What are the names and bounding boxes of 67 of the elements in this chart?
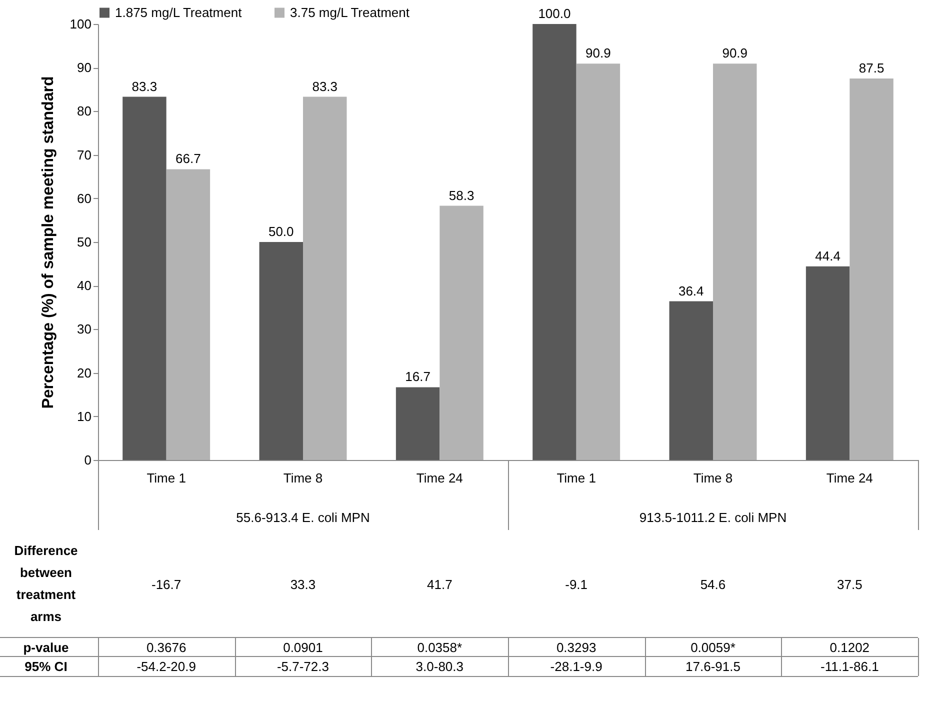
y-tick-label: 90 (77, 60, 92, 76)
y-tick-label: 40 (77, 278, 92, 294)
text: 0.0059* (690, 639, 736, 657)
y-tick-label: 30 (77, 322, 92, 337)
x-tick-label: Time 8 (693, 470, 733, 486)
text: 37.5 (836, 576, 864, 594)
y-tick-label: 0 (84, 452, 92, 468)
text: -16.7 (150, 576, 182, 594)
text: 913.5-1011.2 E. coli MPN (638, 510, 788, 525)
text: 0.0358* (416, 639, 464, 657)
bar (532, 24, 576, 460)
text: -28.1-9.9 (549, 658, 604, 676)
bar (850, 78, 894, 460)
text: -54.2-20.9 (136, 658, 197, 676)
text: Difference between treatment arms (13, 542, 79, 626)
bar (166, 169, 210, 460)
text: 33.3 (289, 576, 317, 594)
text: 0.3676 (145, 639, 188, 657)
bar (440, 206, 484, 460)
data-label: 83.3 (312, 78, 338, 94)
text: -5.7-72.3 (276, 658, 330, 676)
text: -11.1-86.1 (820, 658, 880, 676)
bar (259, 242, 303, 460)
y-axis-title: Percentage (%) of sample meeting standard (40, 76, 57, 409)
bar (396, 387, 440, 460)
text: p-value (22, 638, 70, 657)
data-label: 66.7 (176, 151, 201, 166)
y-tick-label: 100 (70, 16, 92, 32)
y-tick-label: 10 (77, 408, 92, 424)
y-tick-label: 80 (77, 104, 92, 119)
text: 0.1202 (828, 639, 871, 657)
data-label: 16.7 (405, 369, 430, 384)
bar (576, 64, 620, 460)
bar (669, 301, 713, 460)
text: 41.7 (426, 576, 454, 594)
y-tick-label: 70 (77, 147, 92, 162)
text: 0.3293 (555, 639, 598, 657)
x-tick-label: Time 24 (416, 470, 463, 486)
y-tick-label: 60 (77, 190, 92, 206)
bar (713, 64, 757, 460)
x-tick-label: Time 1 (556, 470, 596, 486)
legend-label: 1.875 mg/L Treatment (115, 4, 242, 20)
data-label: 90.9 (586, 46, 611, 61)
text: 54.6 (699, 576, 727, 594)
text: 17.6-91.5 (684, 658, 742, 676)
data-label: 87.5 (858, 60, 884, 76)
data-label: 90.9 (722, 46, 748, 61)
x-tick-label: Time 1 (146, 470, 186, 486)
data-label: 44.4 (815, 248, 840, 264)
x-tick-label: Time 24 (826, 470, 873, 486)
text: 3.0-80.3 (414, 658, 464, 676)
x-tick-label: Time 8 (283, 470, 323, 486)
text: 55.6-913.4 E. coli MPN (235, 510, 371, 525)
data-label: 36.4 (678, 283, 704, 298)
text: 0.0901 (282, 639, 324, 657)
text: -9.1 (564, 576, 589, 594)
data-label: 50.0 (268, 224, 294, 239)
bar (122, 96, 166, 460)
y-tick-label: 50 (77, 234, 92, 250)
bar (303, 96, 347, 460)
data-label: 83.3 (132, 78, 158, 94)
y-tick-label: 20 (77, 365, 92, 380)
bar (806, 266, 850, 460)
data-label: 58.3 (448, 188, 474, 203)
data-label: 100.0 (538, 6, 571, 21)
legend-label: 3.75 mg/L Treatment (290, 4, 410, 20)
text: 95% CI (24, 658, 68, 676)
